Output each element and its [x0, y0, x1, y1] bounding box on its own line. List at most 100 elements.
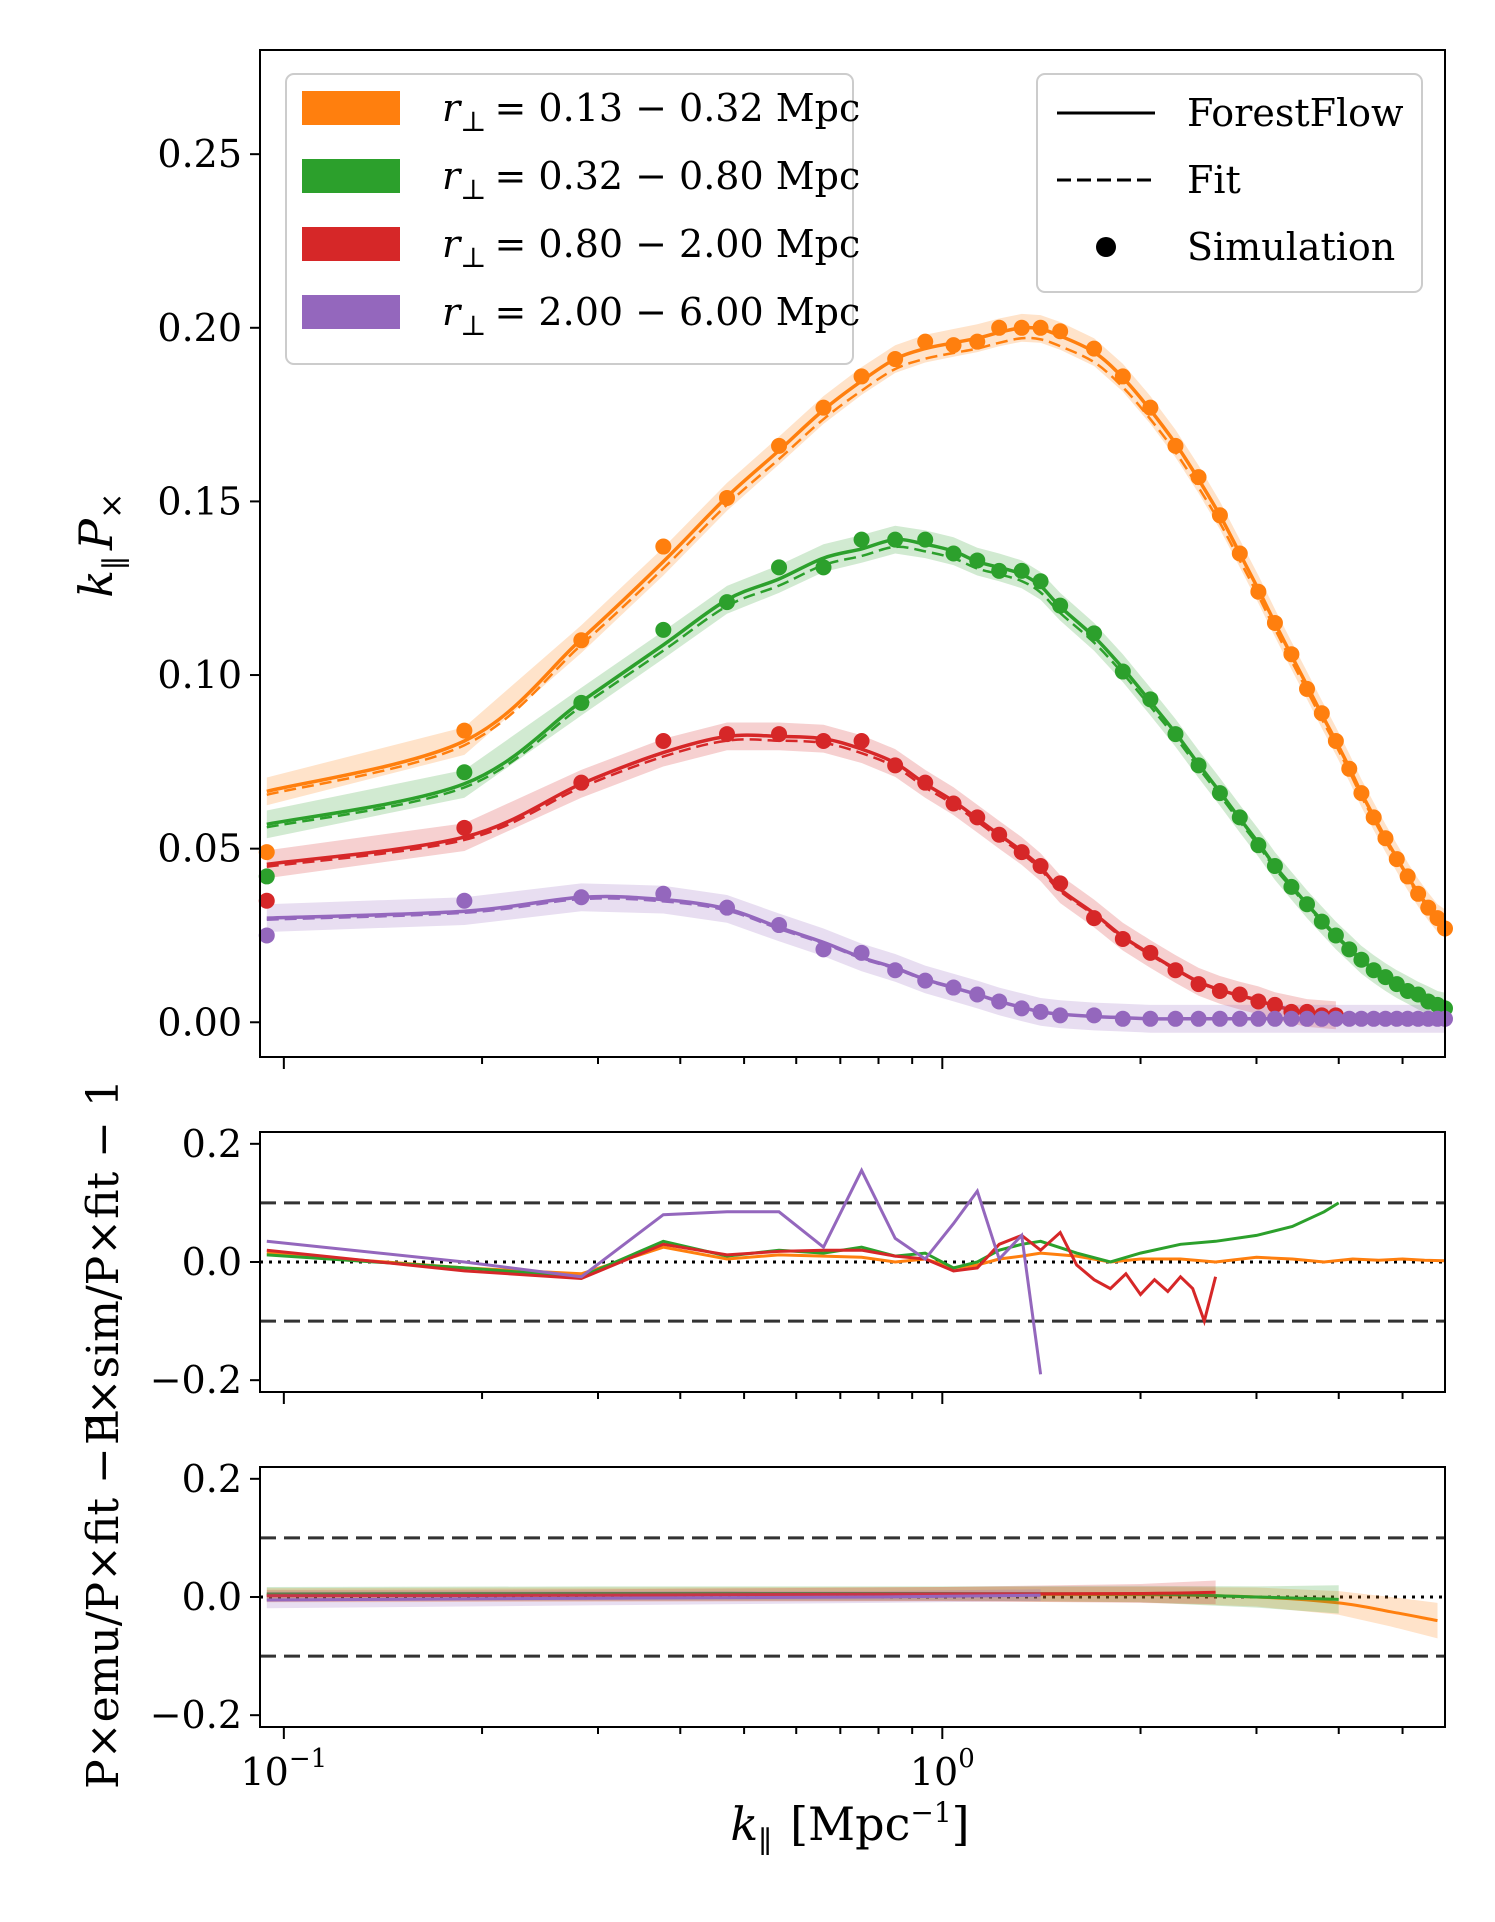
simulation-point	[1250, 583, 1267, 600]
simulation-point	[1086, 910, 1103, 927]
simulation-point	[771, 559, 788, 576]
simulation-point	[719, 899, 736, 916]
simulation-point	[991, 319, 1008, 336]
simulation-point	[1327, 927, 1344, 944]
y-tick-label: 0.20	[157, 306, 242, 350]
simulation-point	[969, 552, 986, 569]
simulation-point	[573, 774, 590, 791]
simulation-point	[887, 531, 904, 548]
simulation-point	[456, 764, 473, 781]
legend-bin-label: r⊥ = 0.13 − 0.32 Mpc	[442, 86, 860, 138]
simulation-point	[1250, 837, 1267, 854]
simulation-point	[1299, 896, 1316, 913]
mid-curves	[266, 1167, 1446, 1375]
bot-x-ticks: 10−1 100	[241, 1727, 1404, 1794]
simulation-point	[1052, 323, 1069, 340]
simulation-point	[1114, 368, 1131, 385]
simulation-point	[1211, 983, 1228, 1000]
simulation-point	[917, 774, 934, 791]
simulation-point	[1167, 1010, 1184, 1027]
simulation-point	[1353, 1010, 1370, 1027]
x-tick-label: 100	[910, 1744, 975, 1794]
simulation-point	[1388, 851, 1405, 868]
simulation-point	[917, 333, 934, 350]
y-tick-label: 0.15	[157, 479, 242, 523]
y-tick-label: −0.2	[150, 1358, 242, 1402]
x-axis-label: k∥ [Mpc−1]	[730, 1796, 969, 1860]
simulation-point	[1283, 1010, 1300, 1027]
y-tick-label: 0.2	[182, 1122, 242, 1166]
simulation-point	[853, 944, 870, 961]
simulation-point	[1142, 944, 1159, 961]
simulation-point	[1341, 760, 1358, 777]
simulation-point	[853, 368, 870, 385]
y-tick-label: 0.25	[157, 132, 242, 176]
simulation-point	[1231, 809, 1248, 826]
y-tick-label: 0.10	[157, 653, 242, 697]
simulation-point	[1190, 469, 1207, 486]
residual-line-purple	[266, 1167, 1043, 1375]
simulation-point	[853, 733, 870, 750]
simulation-point	[573, 694, 590, 711]
emulator-residual-panel: 0.2 0.0 −0.2 10−1 100 P×emu/P×fit − 1 k∥ [Mp…	[78, 1405, 1446, 1860]
simulation-point	[1231, 1010, 1248, 1027]
simulation-point	[258, 892, 275, 909]
simulation-point	[1399, 868, 1416, 885]
top-x-ticks	[282, 1057, 1404, 1069]
simulation-point	[1327, 1010, 1344, 1027]
simulation-point	[1167, 962, 1184, 979]
simulation-point	[1410, 885, 1427, 902]
legend-swatch-green	[302, 159, 400, 193]
bot-y-ticks: 0.2 0.0 −0.2	[150, 1457, 260, 1737]
y-tick-label: 0.0	[182, 1575, 242, 1619]
mid-axes-frame	[259, 1131, 1446, 1393]
simulation-point	[815, 399, 832, 416]
simulation-point	[1190, 976, 1207, 993]
simulation-point	[991, 826, 1008, 843]
simulation-point	[1086, 340, 1103, 357]
fit-line	[266, 545, 1446, 1009]
simulation-point	[1266, 996, 1283, 1013]
simulation-point	[771, 917, 788, 934]
simulation-point	[815, 941, 832, 958]
simulation-point	[1365, 1010, 1382, 1027]
top-y-axis-label: k∥P×	[69, 492, 134, 598]
simulation-point	[1313, 705, 1330, 722]
simulation-point	[1190, 757, 1207, 774]
simulation-point	[1013, 319, 1030, 336]
simulation-point	[1266, 858, 1283, 875]
simulation-point	[1313, 913, 1330, 930]
simulation-point	[1377, 1010, 1394, 1027]
simulation-residual-panel: 0.2 0.0 −0.2 P×sim/P×fit − 1	[78, 1079, 1446, 1445]
simulation-point	[719, 594, 736, 611]
simulation-point	[655, 621, 672, 638]
mid-y-axis-label: P×sim/P×fit − 1	[78, 1079, 129, 1445]
bot-y-axis-label: P×emu/P×fit − 1	[78, 1405, 129, 1789]
simulation-point	[655, 538, 672, 555]
simulation-point	[1283, 878, 1300, 895]
simulation-point	[1052, 597, 1069, 614]
simulation-point	[945, 545, 962, 562]
simulation-point	[1211, 1010, 1228, 1027]
simulation-point	[1032, 319, 1049, 336]
simulation-point	[1313, 1010, 1330, 1027]
simulation-point	[655, 733, 672, 750]
simulation-point	[1250, 1010, 1267, 1027]
simulation-point	[258, 868, 275, 885]
simulation-point	[1086, 1007, 1103, 1024]
emu-line-red	[266, 1590, 1216, 1598]
simulation-point	[1114, 663, 1131, 680]
simulation-point	[945, 979, 962, 996]
uncertainty-band	[266, 525, 1445, 1021]
simulation-point	[969, 986, 986, 1003]
legend-swatch-purple	[302, 295, 400, 329]
simulation-point	[1420, 899, 1437, 916]
simulation-point	[1266, 1010, 1283, 1027]
y-tick-label: 0.00	[157, 1000, 242, 1044]
legend-bin-label: r⊥ = 0.32 − 0.80 Mpc	[442, 154, 860, 206]
simulation-point	[1250, 993, 1267, 1010]
simulation-point	[1211, 507, 1228, 524]
mid-x-ticks	[282, 1392, 1404, 1404]
simulation-point	[655, 885, 672, 902]
